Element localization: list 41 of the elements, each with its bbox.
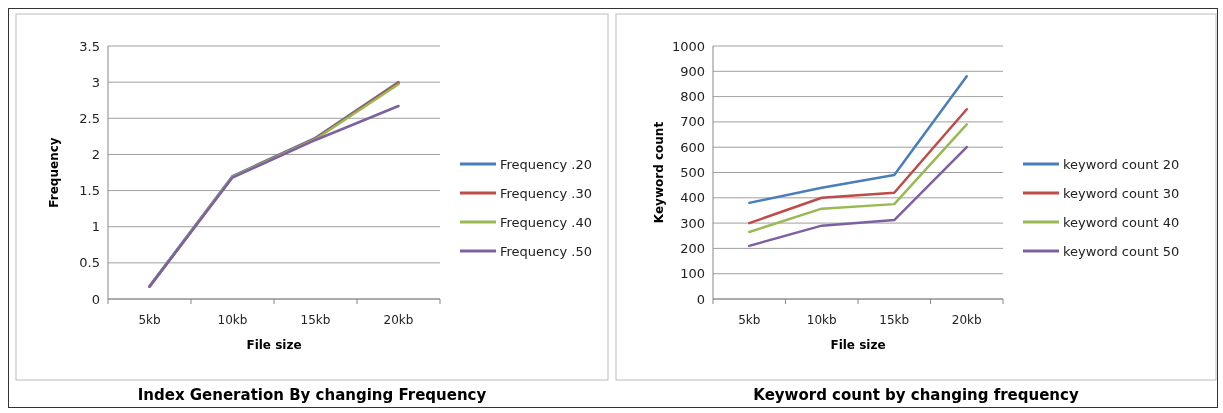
y-tick-label: 500 — [680, 165, 705, 181]
y-tick-label: 0 — [696, 291, 705, 307]
y-tick-label: 400 — [680, 190, 705, 206]
y-tick-label: 700 — [680, 114, 705, 130]
x-tick-label: 10kb — [217, 313, 248, 327]
text: Keyword count by changing frequency — [753, 386, 1079, 404]
y-tick-label: 1 — [91, 219, 100, 235]
x-tick-label: 20kb — [383, 313, 414, 327]
x-axis-title: File size — [830, 338, 886, 352]
y-axis-title: Frequency — [47, 137, 61, 208]
x-tick-label: 5kb — [738, 313, 761, 327]
y-tick-label: 1000 — [671, 38, 705, 54]
y-tick-label: 600 — [680, 139, 705, 155]
y-tick-label: 100 — [680, 266, 705, 282]
legend-label: keyword count 20 — [1063, 156, 1180, 172]
y-tick-label: 2 — [91, 146, 100, 162]
text: Index Generation By changing Frequency — [137, 386, 487, 404]
legend-label: Frequency .40 — [500, 214, 592, 230]
legend-label: keyword count 30 — [1063, 185, 1180, 201]
y-tick-label: 900 — [680, 63, 705, 79]
x-tick-label: 20kb — [951, 313, 982, 327]
y-tick-label: 0 — [91, 291, 100, 307]
y-tick-label: 0.5 — [79, 255, 100, 271]
x-axis-title: File size — [246, 338, 302, 352]
y-axis-title: Keyword count — [652, 121, 666, 224]
x-tick-label: 15kb — [879, 313, 910, 327]
legend-label: keyword count 40 — [1063, 214, 1180, 230]
y-tick-label: 300 — [680, 215, 705, 231]
y-tick-label: 2.5 — [79, 110, 100, 126]
legend-label: Frequency .50 — [500, 243, 592, 259]
y-tick-label: 800 — [680, 89, 705, 105]
x-tick-label: 5kb — [138, 313, 161, 327]
y-tick-label: 3 — [91, 74, 100, 90]
legend-label: Frequency .20 — [500, 156, 592, 172]
x-tick-label: 15kb — [300, 313, 331, 327]
legend-label: keyword count 50 — [1063, 243, 1180, 259]
y-tick-label: 1.5 — [79, 183, 100, 199]
legend-label: Frequency .30 — [500, 185, 592, 201]
y-tick-label: 200 — [680, 240, 705, 256]
x-tick-label: 10kb — [806, 313, 837, 327]
y-tick-label: 3.5 — [79, 38, 100, 54]
